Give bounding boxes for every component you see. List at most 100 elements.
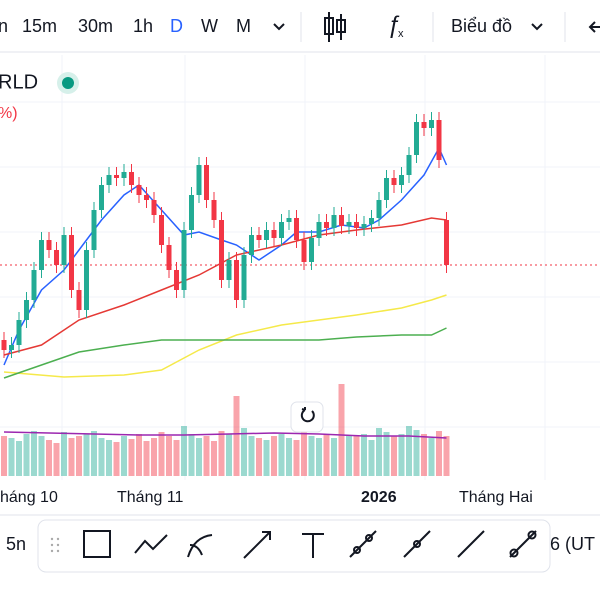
candle-body xyxy=(436,120,442,160)
interval[interactable]: W xyxy=(201,16,218,36)
volume-bar xyxy=(1,436,7,476)
interval[interactable]: n xyxy=(0,16,8,36)
volume-bar xyxy=(346,436,352,476)
symbol-name: RLD xyxy=(0,71,38,93)
volume-bar xyxy=(188,434,195,476)
candle-body xyxy=(91,210,97,250)
volume-bar xyxy=(248,436,255,476)
candle-body xyxy=(429,120,434,128)
x-tick-label: Tháng Hai xyxy=(459,489,533,506)
grid xyxy=(0,55,600,480)
volume-bar xyxy=(98,438,105,476)
volume-bar xyxy=(428,438,435,476)
candle-body xyxy=(114,175,119,178)
candle-body xyxy=(219,220,224,280)
range-button[interactable]: 5n xyxy=(6,534,26,554)
interval[interactable]: 30m xyxy=(78,16,113,36)
volume-average xyxy=(3,431,447,439)
volume-bar xyxy=(8,438,15,476)
candle-body xyxy=(174,270,179,290)
candle-body xyxy=(414,122,419,155)
candle-body xyxy=(54,250,59,265)
volume-bar xyxy=(113,442,120,476)
candle-body xyxy=(316,222,322,238)
volume-bar xyxy=(406,426,412,476)
volume-bar xyxy=(316,438,322,476)
volume-bar xyxy=(203,436,210,476)
interval[interactable]: 1h xyxy=(133,16,153,36)
x-tick-label: 2026 xyxy=(361,489,397,506)
candle-body xyxy=(189,195,194,230)
x-tick-label: háng 10 xyxy=(0,489,58,506)
volume-bar xyxy=(286,438,292,476)
candle-icon[interactable] xyxy=(324,12,346,42)
candle-body xyxy=(346,222,352,226)
candle-body xyxy=(309,238,314,262)
candle-body xyxy=(376,200,382,218)
volume-bar xyxy=(136,434,142,476)
candle-body xyxy=(331,215,337,228)
candle-body xyxy=(204,165,209,200)
candle-body xyxy=(9,345,14,350)
candle-body xyxy=(1,340,7,350)
candle-body xyxy=(121,172,127,178)
toolbar xyxy=(0,0,600,52)
indicator-icon[interactable]: ƒ xyxy=(387,11,400,38)
reset-icon xyxy=(300,407,315,423)
volume-bar xyxy=(106,440,112,476)
back-icon[interactable] xyxy=(588,21,600,33)
interval[interactable]: M xyxy=(236,16,251,36)
volume-bar xyxy=(383,432,390,476)
reset-button[interactable] xyxy=(290,401,324,433)
volume-bar xyxy=(218,431,225,476)
candle-body xyxy=(264,230,269,240)
volume-bar xyxy=(301,432,307,476)
candle-body xyxy=(159,215,164,245)
candle-body xyxy=(249,235,254,255)
candle-body xyxy=(99,185,104,210)
volume-bar xyxy=(368,440,375,476)
candle-body xyxy=(391,178,397,185)
volume-bar xyxy=(436,431,442,476)
volume-bar xyxy=(91,431,97,476)
interval-active[interactable]: D xyxy=(170,16,183,36)
candle-body xyxy=(256,235,262,240)
volume-bar xyxy=(361,434,367,476)
moving-average xyxy=(3,327,447,379)
candle-body xyxy=(286,218,292,222)
interval[interactable]: 15m xyxy=(22,16,57,36)
volume-bar xyxy=(166,436,172,476)
volume-bar xyxy=(443,436,450,476)
moving-average xyxy=(3,146,448,366)
candle-body xyxy=(151,200,157,215)
moving-average xyxy=(3,294,447,378)
volume-bar xyxy=(353,436,360,476)
volume-bar xyxy=(38,436,45,476)
volume-bar xyxy=(53,443,60,476)
volume-bar xyxy=(241,428,247,476)
volume-bar xyxy=(143,441,150,476)
drawing-tools[interactable] xyxy=(50,530,537,559)
volume-bar xyxy=(158,432,165,476)
volume-bar xyxy=(338,384,345,476)
timezone-button[interactable]: 6 (UT xyxy=(550,534,595,554)
volume-bar xyxy=(196,438,202,476)
x-tick-label: Tháng 11 xyxy=(117,489,184,506)
volume-bar xyxy=(233,396,240,476)
candle-body xyxy=(339,215,344,226)
candle-body xyxy=(324,222,329,228)
candle-body xyxy=(196,165,202,195)
volume-bar xyxy=(308,436,315,476)
indicator-icon-x: x xyxy=(398,28,404,40)
volume-bar xyxy=(121,436,127,476)
candle-body xyxy=(211,200,217,220)
candle-body xyxy=(354,222,359,228)
dropdown-icon xyxy=(273,23,543,31)
volume-bar xyxy=(151,438,157,476)
status-dot xyxy=(62,77,74,89)
candle-body xyxy=(271,230,277,238)
volume-bar xyxy=(226,434,232,476)
chart-menu[interactable]: Biểu đồ xyxy=(451,16,512,36)
